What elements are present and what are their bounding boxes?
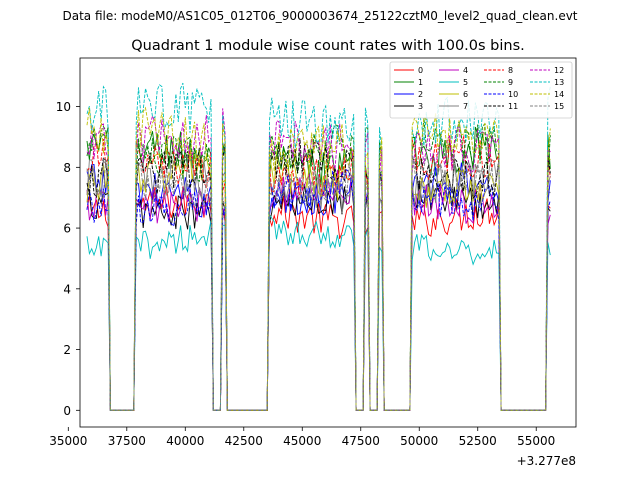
y-tick-label: 10 [56, 100, 71, 114]
legend-label-0: 0 [418, 66, 423, 75]
x-offset-label: +3.277e8 [517, 454, 576, 468]
y-axis: 0 2 4 6 8 10 [56, 100, 80, 418]
legend-label-6: 6 [463, 90, 468, 99]
legend-label-14: 14 [554, 90, 564, 99]
plot-area: 35000 37500 40000 42500 45000 47500 50000 52500… [49, 57, 577, 468]
x-tick-label: 35000 [49, 434, 87, 448]
x-axis: 35000 37500 40000 42500 45000 47500 50000 52500… [49, 427, 555, 448]
legend-label-5: 5 [463, 78, 468, 87]
series-line-8 [86, 135, 551, 411]
legend-label-12: 12 [554, 66, 564, 75]
legend-label-9: 9 [508, 78, 513, 87]
chart-title: Quadrant 1 module wise count rates with … [131, 38, 525, 54]
y-tick-label: 2 [63, 343, 71, 357]
y-tick-label: 0 [63, 404, 71, 418]
x-tick-label: 50000 [400, 434, 438, 448]
legend-label-8: 8 [508, 66, 513, 75]
legend-label-3: 3 [418, 102, 423, 111]
legend-label-10: 10 [508, 90, 518, 99]
series-line-13 [86, 82, 551, 411]
series-line-9 [86, 118, 551, 411]
x-tick-label: 52500 [459, 434, 497, 448]
legend-label-15: 15 [554, 102, 564, 111]
suptitle: Data file: modeM0/AS1C05_012T06_90000036… [62, 9, 577, 23]
legend-label-4: 4 [463, 66, 468, 75]
y-tick-label: 4 [63, 282, 71, 296]
legend-label-11: 11 [508, 102, 518, 111]
x-tick-label: 55000 [517, 434, 555, 448]
series-line-14 [86, 106, 551, 411]
series-line-12 [86, 108, 551, 411]
series-line-6 [86, 152, 551, 411]
axes-frame [79, 57, 577, 428]
series-line-5 [86, 213, 551, 411]
x-tick-label: 47500 [342, 434, 380, 448]
x-tick-label: 40000 [166, 434, 204, 448]
x-tick-label: 37500 [108, 434, 146, 448]
series-line-15 [86, 152, 551, 411]
y-tick-label: 6 [63, 222, 71, 236]
legend-label-2: 2 [418, 90, 423, 99]
x-tick-label: 45000 [283, 434, 321, 448]
y-tick-label: 8 [63, 161, 71, 175]
series-layer [86, 82, 551, 411]
legend-frame [389, 61, 573, 119]
x-tick-label: 42500 [225, 434, 263, 448]
series-line-4 [86, 169, 551, 411]
series-line-10 [86, 168, 551, 411]
legend-label-1: 1 [418, 78, 423, 87]
legend-label-13: 13 [554, 78, 564, 87]
legend-label-7: 7 [463, 102, 468, 111]
